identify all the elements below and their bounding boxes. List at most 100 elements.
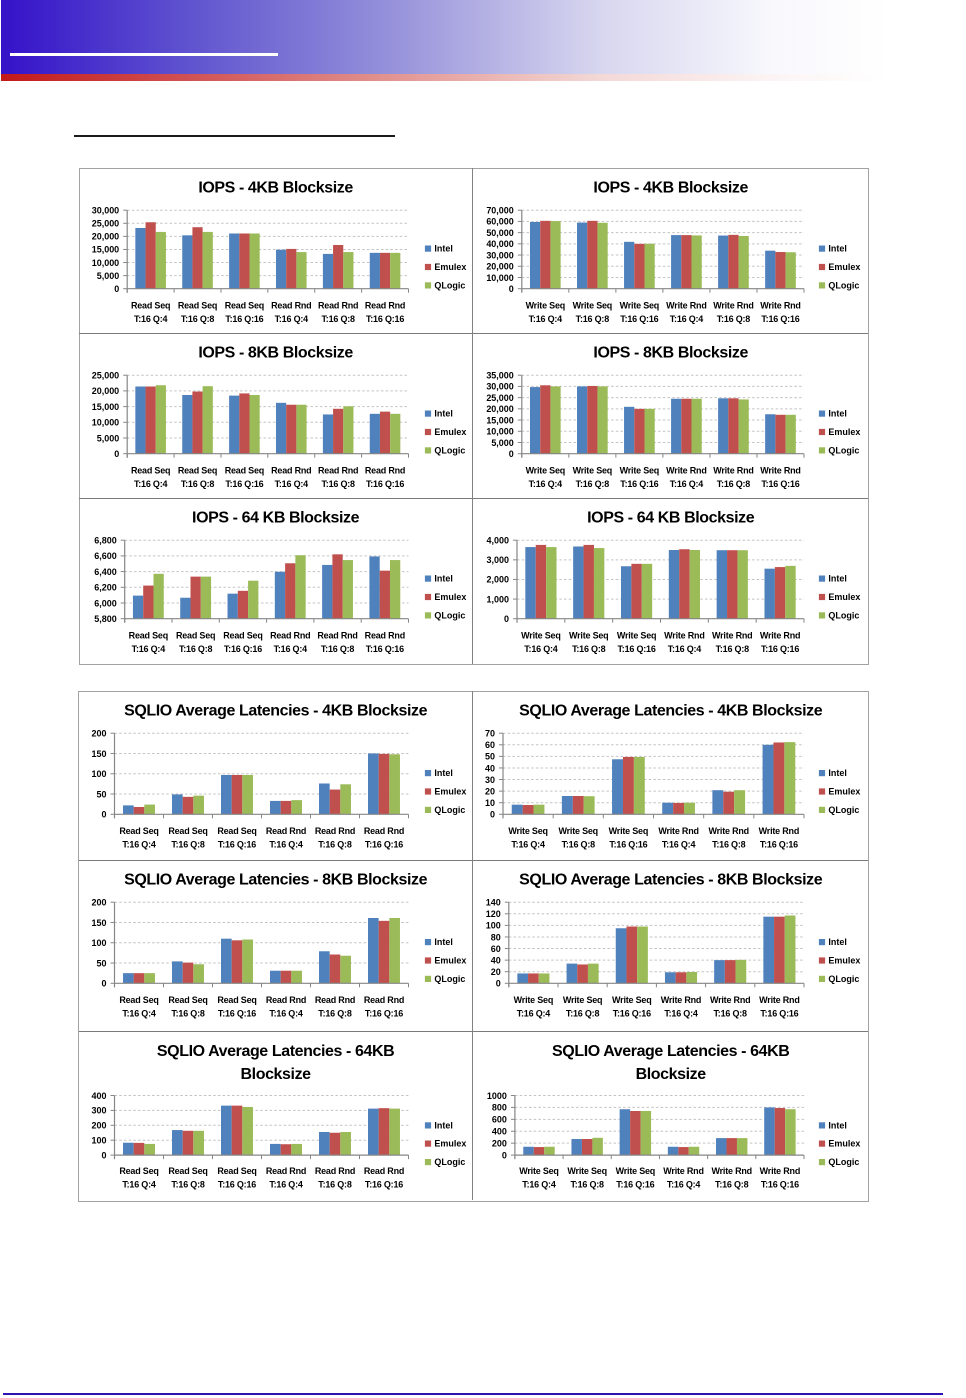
svg-text:Write Rnd: Write Rnd [658, 826, 698, 836]
svg-text:T:16 Q:16: T:16 Q:16 [226, 314, 264, 324]
svg-text:0: 0 [508, 284, 513, 294]
svg-text:T:16 Q:8: T:16 Q:8 [570, 1179, 604, 1189]
svg-text:T:16 Q:4: T:16 Q:4 [123, 839, 157, 849]
svg-text:T:16 Q:16: T:16 Q:16 [760, 644, 798, 654]
svg-text:Read Seq: Read Seq [120, 1166, 159, 1176]
svg-text:0: 0 [114, 449, 119, 459]
svg-text:Read Rnd: Read Rnd [365, 631, 405, 641]
svg-text:T:16 Q:16: T:16 Q:16 [616, 1179, 654, 1189]
svg-text:T:16 Q:4: T:16 Q:4 [511, 839, 545, 849]
svg-text:Intel: Intel [435, 409, 453, 419]
svg-text:400: 400 [491, 1127, 506, 1137]
svg-text:Emulex: Emulex [435, 1139, 467, 1149]
svg-text:T:16 Q:4: T:16 Q:4 [524, 644, 558, 654]
svg-text:T:16 Q:8: T:16 Q:8 [172, 1009, 206, 1019]
svg-text:Write Seq: Write Seq [567, 1166, 606, 1176]
svg-text:Write Rnd: Write Rnd [712, 631, 752, 641]
svg-text:T:16 Q:4: T:16 Q:4 [270, 839, 304, 849]
svg-text:100: 100 [92, 1135, 107, 1145]
svg-text:10,000: 10,000 [92, 418, 119, 428]
svg-text:Intel: Intel [435, 937, 453, 947]
svg-text:T:16 Q:16: T:16 Q:16 [366, 479, 404, 489]
svg-text:Intel: Intel [828, 1120, 846, 1130]
svg-text:Blocksize: Blocksize [635, 1066, 706, 1083]
svg-text:T:16 Q:8: T:16 Q:8 [575, 314, 609, 324]
svg-text:100: 100 [92, 938, 107, 948]
svg-text:QLogic: QLogic [828, 611, 859, 621]
svg-text:Write Seq: Write Seq [572, 466, 611, 476]
svg-text:T:16 Q:16: T:16 Q:16 [365, 1009, 403, 1019]
svg-text:30,000: 30,000 [92, 205, 119, 215]
svg-text:Write Seq: Write Seq [619, 301, 658, 311]
svg-text:200: 200 [92, 728, 107, 738]
svg-text:T:16 Q:16: T:16 Q:16 [365, 1179, 403, 1189]
svg-text:0: 0 [504, 614, 509, 624]
svg-text:60,000: 60,000 [486, 217, 513, 227]
svg-text:Write Seq: Write Seq [616, 631, 655, 641]
svg-text:Read Rnd: Read Rnd [365, 301, 405, 311]
svg-text:Write Seq: Write Seq [525, 466, 564, 476]
svg-text:Emulex: Emulex [435, 427, 467, 437]
svg-text:0: 0 [114, 284, 119, 294]
svg-text:T:16 Q:16: T:16 Q:16 [366, 314, 404, 324]
svg-text:20: 20 [485, 786, 495, 796]
svg-text:Write Rnd: Write Rnd [759, 631, 799, 641]
svg-text:T:16 Q:8: T:16 Q:8 [319, 839, 353, 849]
svg-text:QLogic: QLogic [828, 446, 859, 456]
svg-text:Read Rnd: Read Rnd [364, 826, 404, 836]
svg-text:40,000: 40,000 [486, 239, 513, 249]
svg-text:T:16 Q:16: T:16 Q:16 [365, 839, 403, 849]
svg-text:T:16 Q:16: T:16 Q:16 [609, 839, 647, 849]
svg-text:Read Rnd: Read Rnd [266, 995, 306, 1005]
svg-text:20,000: 20,000 [92, 232, 119, 242]
svg-text:T:16 Q:4: T:16 Q:4 [123, 1009, 157, 1019]
svg-text:Read Seq: Read Seq [225, 301, 264, 311]
svg-text:T:16 Q:8: T:16 Q:8 [181, 314, 215, 324]
svg-text:Write Seq: Write Seq [608, 826, 647, 836]
svg-text:Write Seq: Write Seq [615, 1166, 654, 1176]
svg-text:IOPS - 4KB Blocksize: IOPS - 4KB Blocksize [199, 180, 354, 197]
svg-text:60: 60 [485, 740, 495, 750]
svg-text:Write Rnd: Write Rnd [713, 466, 753, 476]
svg-text:5,800: 5,800 [95, 614, 117, 624]
svg-text:150: 150 [92, 918, 107, 928]
svg-text:T:16 Q:4: T:16 Q:4 [528, 314, 562, 324]
svg-text:T:16 Q:16: T:16 Q:16 [759, 839, 797, 849]
svg-text:T:16 Q:16: T:16 Q:16 [366, 644, 404, 654]
svg-text:30,000: 30,000 [486, 250, 513, 260]
svg-text:Write Rnd: Write Rnd [711, 1166, 751, 1176]
svg-text:T:16 Q:8: T:16 Q:8 [715, 644, 749, 654]
svg-text:T:16 Q:4: T:16 Q:4 [275, 314, 309, 324]
svg-text:6,000: 6,000 [95, 599, 117, 609]
svg-text:T:16 Q:4: T:16 Q:4 [134, 314, 168, 324]
svg-text:200: 200 [92, 1121, 107, 1131]
svg-text:Read Rnd: Read Rnd [318, 301, 358, 311]
svg-text:15,000: 15,000 [92, 245, 119, 255]
svg-text:2,000: 2,000 [486, 575, 508, 585]
svg-text:QLogic: QLogic [828, 1157, 859, 1167]
svg-text:Read Seq: Read Seq [131, 301, 170, 311]
svg-text:T:16 Q:16: T:16 Q:16 [760, 1009, 798, 1019]
svg-text:800: 800 [491, 1103, 506, 1113]
svg-text:QLogic: QLogic [435, 446, 466, 456]
svg-text:Read Rnd: Read Rnd [271, 466, 311, 476]
svg-text:QLogic: QLogic [435, 974, 466, 984]
svg-text:1,000: 1,000 [486, 595, 508, 605]
svg-text:Emulex: Emulex [435, 262, 467, 272]
svg-text:SQLIO Average Latencies - 8KB: SQLIO Average Latencies - 8KB Blocksize [519, 872, 823, 889]
svg-text:6,600: 6,600 [95, 552, 117, 562]
svg-text:Write Rnd: Write Rnd [666, 301, 706, 311]
svg-text:Read Seq: Read Seq [176, 631, 215, 641]
svg-text:Intel: Intel [435, 574, 453, 584]
svg-text:Emulex: Emulex [828, 592, 860, 602]
svg-text:Intel: Intel [828, 409, 846, 419]
svg-text:1000: 1000 [486, 1091, 506, 1101]
svg-text:T:16 Q:16: T:16 Q:16 [218, 1179, 256, 1189]
svg-text:T:16 Q:8: T:16 Q:8 [572, 644, 606, 654]
svg-text:Intel: Intel [435, 1120, 453, 1130]
svg-text:0: 0 [501, 1150, 506, 1160]
svg-text:Read Seq: Read Seq [225, 466, 264, 476]
svg-text:15,000: 15,000 [92, 402, 119, 412]
svg-text:25,000: 25,000 [92, 219, 119, 229]
svg-text:QLogic: QLogic [828, 974, 859, 984]
